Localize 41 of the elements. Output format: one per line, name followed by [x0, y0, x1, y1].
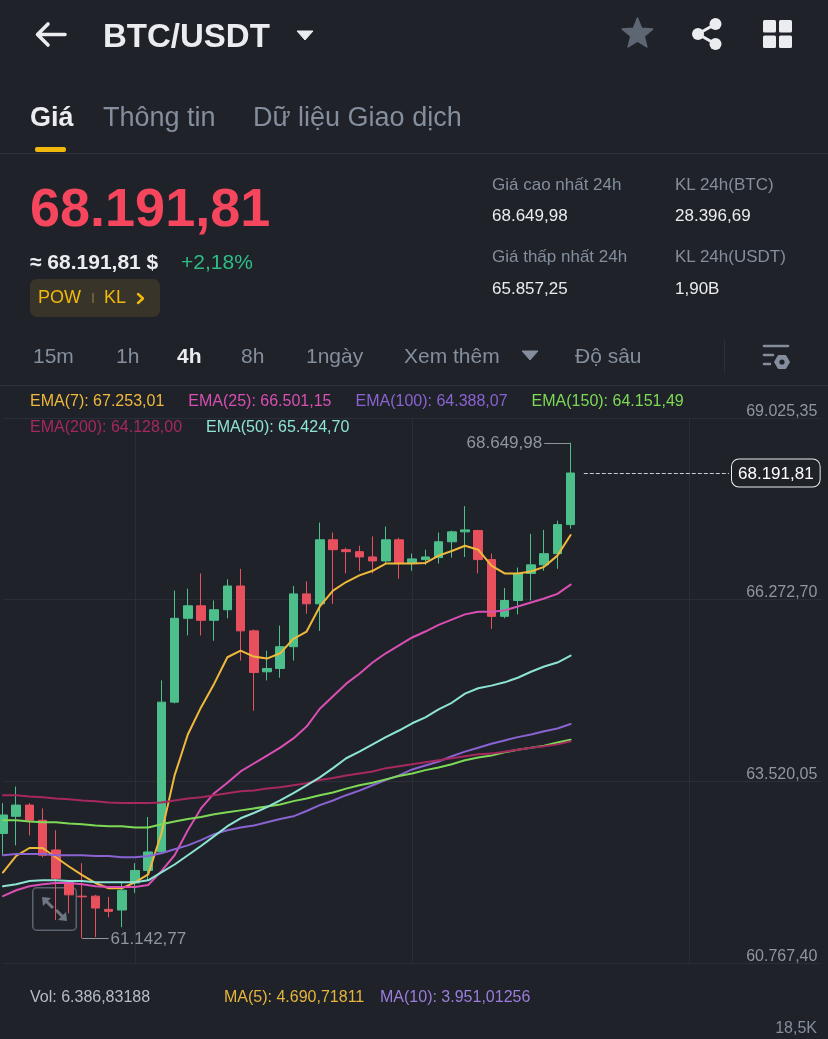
text: 15m — [33, 343, 74, 369]
text: EMA(150): 64.151,49 — [531, 391, 684, 411]
y-tick-label: 66.272,70 — [746, 583, 818, 601]
chart-title: BTC/USDT — [103, 16, 270, 56]
text: 65.857,25 — [492, 278, 568, 300]
text: MA(10): 3.951,01256 — [380, 987, 531, 1007]
text: 8h — [241, 343, 265, 369]
text: ≈ 68.191,81 $ — [30, 249, 159, 275]
text: Giá thấp nhất 24h — [492, 246, 628, 268]
text: POW — [38, 287, 81, 309]
text: KL 24h(BTC) — [675, 174, 774, 196]
text: 1h — [116, 343, 140, 369]
text: EMA(7): 67.253,01 — [30, 391, 165, 411]
text: 28.396,69 — [675, 205, 751, 227]
text: MA(5): 4.690,71811 — [224, 987, 365, 1007]
text: Giá cao nhất 24h — [492, 174, 622, 196]
y-tick-label: 63.520,05 — [746, 764, 818, 782]
text: EMA(50): 65.424,70 — [206, 417, 350, 437]
text: 68.191,81 — [30, 175, 271, 239]
y-tick-label: 60.767,40 — [746, 946, 818, 964]
text: KL — [104, 287, 127, 309]
text: EMA(100): 64.388,07 — [355, 391, 508, 411]
text: 1,90B — [675, 278, 720, 300]
text: EMA(25): 66.501,15 — [188, 391, 332, 411]
annotation: 61.142,77 — [110, 928, 187, 948]
text: +2,18% — [181, 249, 253, 275]
text: Vol: 6.386,83188 — [30, 987, 151, 1007]
text: 1ngày — [306, 343, 364, 369]
y-tick-label: 69.025,35 — [746, 401, 818, 419]
text: 4h — [177, 343, 202, 369]
text: Xem thêm — [404, 343, 500, 369]
text: Dữ liệu Giao dịch — [253, 100, 462, 134]
text: Thông tin — [103, 100, 216, 134]
annotation: 68.649,98 — [466, 433, 543, 453]
text: 68.649,98 — [492, 205, 568, 227]
text: Giá — [30, 100, 74, 134]
text: KL 24h(USDT) — [675, 246, 786, 268]
text: 18,5K — [775, 1018, 817, 1038]
text: Độ sâu — [575, 343, 642, 369]
text: EMA(200): 64.128,00 — [30, 417, 183, 437]
ref-line-label: 68.191,81 — [738, 463, 814, 483]
